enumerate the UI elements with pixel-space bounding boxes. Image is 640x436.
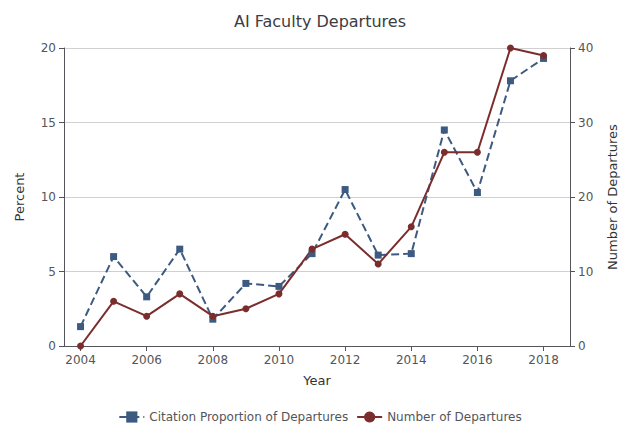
svg-text:2010: 2010 bbox=[264, 353, 295, 367]
svg-text:10: 10 bbox=[578, 265, 593, 279]
svg-text:0: 0 bbox=[48, 339, 56, 353]
svg-text:2012: 2012 bbox=[330, 353, 361, 367]
svg-text:Number of Departures: Number of Departures bbox=[387, 410, 522, 424]
svg-text:0: 0 bbox=[578, 339, 586, 353]
svg-text:40: 40 bbox=[578, 41, 593, 55]
svg-text:5: 5 bbox=[48, 265, 56, 279]
svg-text:2006: 2006 bbox=[131, 353, 162, 367]
svg-text:Citation Proportion of Departu: Citation Proportion of Departures bbox=[149, 410, 348, 424]
svg-text:2018: 2018 bbox=[528, 353, 559, 367]
svg-text:Year: Year bbox=[302, 373, 331, 388]
svg-text:15: 15 bbox=[41, 116, 56, 130]
svg-text:2004: 2004 bbox=[65, 353, 96, 367]
svg-text:2014: 2014 bbox=[396, 353, 427, 367]
svg-text:Number of Departures: Number of Departures bbox=[605, 124, 620, 270]
svg-text:AI Faculty Departures: AI Faculty Departures bbox=[234, 12, 406, 31]
svg-text:2016: 2016 bbox=[462, 353, 493, 367]
svg-text:2008: 2008 bbox=[198, 353, 229, 367]
svg-text:30: 30 bbox=[578, 116, 593, 130]
svg-text:Percent: Percent bbox=[12, 173, 27, 222]
svg-text:20: 20 bbox=[578, 190, 593, 204]
svg-text:10: 10 bbox=[41, 190, 56, 204]
svg-text:20: 20 bbox=[41, 41, 56, 55]
